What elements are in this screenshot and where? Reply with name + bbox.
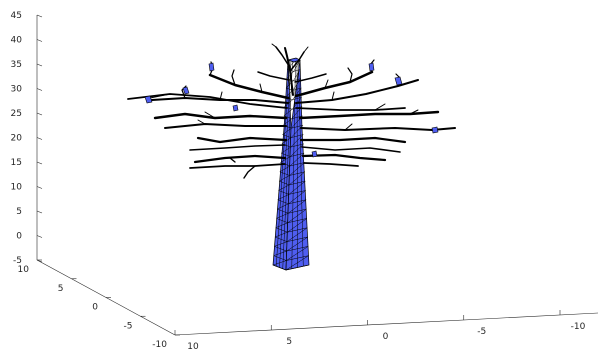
z-tick-label: 35 <box>11 60 22 70</box>
z-tick-mark <box>36 161 43 165</box>
z-tick-label: 20 <box>11 134 23 144</box>
z-tick-mark <box>36 14 43 18</box>
branch <box>299 136 407 144</box>
x-axis-line <box>174 312 599 336</box>
leaf-patch <box>394 76 403 86</box>
branch <box>295 79 419 104</box>
z-axis-ticks: 45 40 35 30 25 20 15 10 5 0 -5 <box>11 11 43 266</box>
z-tick-label: -5 <box>13 256 22 266</box>
y-axis-ticks: 10 5 0 -5 -10 <box>18 259 180 349</box>
branch <box>196 136 288 144</box>
twig <box>324 79 329 89</box>
z-tick-mark <box>36 63 43 67</box>
branch <box>295 107 406 111</box>
z-tick-label: 30 <box>11 85 23 95</box>
twig <box>347 67 353 83</box>
twig <box>303 46 309 53</box>
branch <box>294 70 374 98</box>
twig <box>344 123 353 131</box>
z-tick-mark <box>36 186 43 189</box>
leaf-patch <box>144 95 153 104</box>
trunk-mesh-vert <box>282 61 293 269</box>
z-tick-mark <box>36 39 43 42</box>
y-tick-label: 10 <box>18 265 30 275</box>
z-tick-mark <box>36 210 43 214</box>
branch <box>284 47 294 96</box>
tree <box>127 43 456 271</box>
twig <box>204 111 216 119</box>
z-tick-label: 0 <box>16 232 22 242</box>
twig <box>271 43 277 48</box>
twig <box>374 103 386 111</box>
twig <box>331 91 335 101</box>
branch <box>243 165 256 179</box>
twig <box>197 119 206 125</box>
z-tick-mark <box>36 259 43 263</box>
z-tick-label: 5 <box>16 207 22 217</box>
branch <box>294 73 327 83</box>
leaf-patch <box>311 150 318 158</box>
x-tick-label: 10 <box>187 342 199 349</box>
branch <box>257 71 290 81</box>
branch <box>153 112 288 120</box>
trunk-mesh-ring <box>277 199 307 205</box>
branch <box>127 93 288 109</box>
z-tick-mark <box>36 112 43 116</box>
branch <box>290 51 305 71</box>
trunk-mesh-ring <box>277 208 307 214</box>
x-axis-ticks: 10 5 0 -5 -10 <box>174 310 586 349</box>
trunk-mesh-ring <box>279 171 305 176</box>
twig <box>231 69 236 86</box>
y-tick-label: -10 <box>152 340 167 349</box>
branch <box>303 162 359 167</box>
branch <box>275 46 290 67</box>
trunk-mesh-ring <box>278 190 306 195</box>
y-tick-label: -5 <box>124 321 133 331</box>
z-tick-mark <box>36 235 43 238</box>
z-tick-label: 10 <box>11 183 23 193</box>
branch <box>301 153 387 162</box>
branch <box>301 146 401 153</box>
z-tick-label: 45 <box>11 11 22 21</box>
z-tick-label: 15 <box>11 158 22 168</box>
branch <box>164 123 287 129</box>
branch <box>208 73 290 100</box>
z-tick-mark <box>36 137 43 140</box>
x-tick-label: 5 <box>286 337 292 347</box>
branch <box>189 163 286 169</box>
leaf-patches <box>144 62 439 158</box>
z-tick-label: 40 <box>11 36 23 46</box>
branch <box>298 110 440 120</box>
leaf-patch <box>431 126 439 134</box>
leaf-patch <box>182 86 190 95</box>
axes <box>36 15 599 336</box>
twig <box>149 93 171 99</box>
twig <box>219 91 223 101</box>
x-tick-label: -5 <box>477 327 486 337</box>
branch <box>300 127 456 131</box>
twig <box>409 109 419 115</box>
z-tick-mark <box>36 88 43 91</box>
trunk-mesh-ring <box>274 246 309 252</box>
branch <box>193 154 287 164</box>
x-tick-label: 0 <box>383 332 389 342</box>
leaf-patch <box>208 62 215 72</box>
x-tick-label: -10 <box>571 322 586 332</box>
twig <box>259 83 263 93</box>
z-tick-label: 25 <box>11 109 22 119</box>
branch <box>229 157 236 163</box>
y-tick-label: 5 <box>58 284 64 294</box>
y-tick-label: 0 <box>92 303 98 313</box>
leaf-patch <box>232 104 239 112</box>
branch <box>189 144 286 151</box>
leaf-patch <box>368 62 375 72</box>
